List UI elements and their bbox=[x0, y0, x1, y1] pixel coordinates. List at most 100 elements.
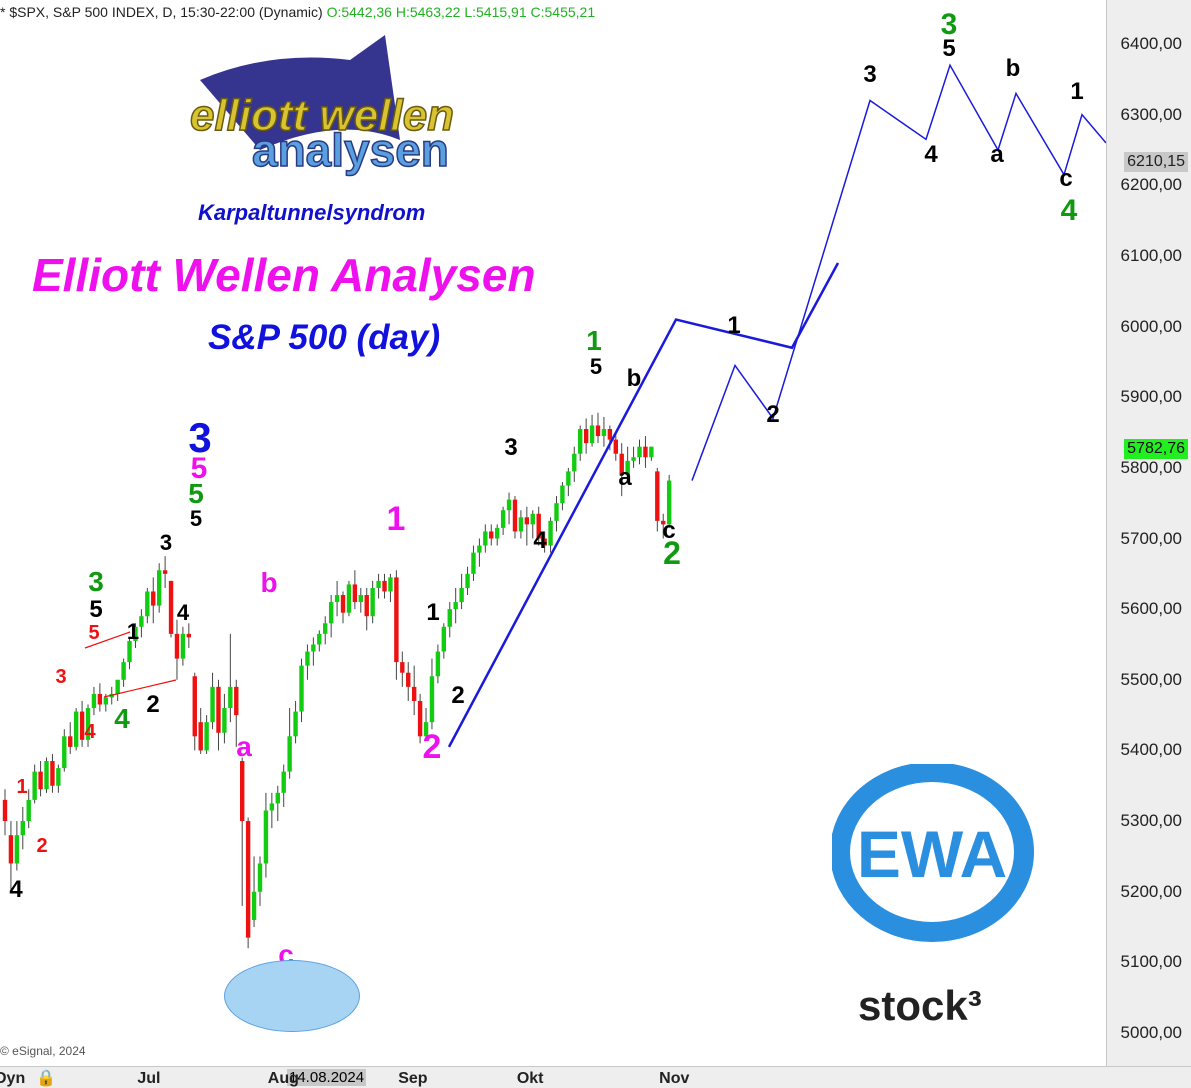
candle-body bbox=[601, 429, 607, 437]
candle-body bbox=[228, 686, 233, 709]
candle-body bbox=[216, 686, 221, 733]
wave-label: a bbox=[236, 731, 252, 762]
candle-body bbox=[156, 570, 162, 606]
candle-body bbox=[269, 803, 275, 811]
ewa-text: EWA bbox=[857, 817, 1007, 891]
candle-body bbox=[115, 679, 120, 694]
wave-label: 4 bbox=[1061, 194, 1078, 227]
candle-body bbox=[210, 686, 215, 723]
candle-body bbox=[85, 708, 91, 740]
line-price-tag: 6210,15 bbox=[1124, 152, 1188, 172]
candle-body bbox=[631, 457, 636, 461]
candle-body bbox=[619, 453, 624, 475]
candle-body bbox=[97, 693, 103, 705]
candle-body bbox=[91, 693, 97, 709]
wave-label: b bbox=[1006, 55, 1021, 82]
wave-label: 5 bbox=[191, 452, 208, 485]
wave-label: 3 bbox=[188, 414, 211, 461]
candle-body bbox=[388, 577, 393, 592]
candle-body bbox=[666, 480, 672, 525]
candle-body bbox=[127, 640, 132, 663]
price-tick-label: 5400,00 bbox=[1120, 740, 1182, 760]
wave-label: 5 bbox=[88, 622, 99, 644]
candle-body bbox=[56, 768, 61, 786]
wave-label: 4 bbox=[924, 141, 938, 168]
wave-label: 3 bbox=[55, 666, 66, 688]
candle-body bbox=[583, 429, 589, 444]
chart-area[interactable]: 42134553124345553bac412123415bac2123435a… bbox=[0, 0, 1106, 1066]
candle-body bbox=[2, 799, 8, 822]
candle-body bbox=[334, 595, 340, 603]
candle-body bbox=[358, 595, 363, 603]
candle-body bbox=[79, 711, 85, 740]
candle-body bbox=[524, 517, 530, 525]
candle-body bbox=[637, 446, 642, 458]
candle-body bbox=[305, 651, 310, 666]
candle-body bbox=[151, 591, 156, 606]
price-tick-label: 5600,00 bbox=[1120, 599, 1182, 619]
candle-body bbox=[145, 591, 150, 617]
chart-header: * $SPX, S&P 500 INDEX, D, 15:30-22:00 (D… bbox=[0, 4, 595, 20]
candle-body bbox=[352, 584, 358, 603]
trendline bbox=[84, 631, 131, 649]
candle-body bbox=[483, 531, 488, 546]
wave-label: 4 bbox=[533, 527, 547, 554]
candle-body bbox=[133, 626, 138, 641]
karpaltunnel-text: Karpaltunnelsyndrom bbox=[198, 200, 426, 225]
time-tick-label: Jul bbox=[137, 1070, 161, 1087]
candle-body bbox=[643, 446, 648, 458]
price-tick-label: 6000,00 bbox=[1120, 316, 1182, 336]
candle-body bbox=[103, 697, 109, 705]
candle-body bbox=[477, 545, 482, 553]
candle-body bbox=[198, 722, 203, 751]
projection-lines bbox=[84, 63, 1106, 748]
time-tick-label: Nov bbox=[659, 1070, 690, 1087]
candle-body bbox=[263, 810, 269, 864]
symbol-info: * $SPX, S&P 500 INDEX, D, 15:30-22:00 (D… bbox=[0, 4, 323, 20]
lock-icon[interactable]: 🔒 bbox=[36, 1070, 56, 1087]
price-tick-label: 6400,00 bbox=[1120, 34, 1182, 53]
wave-label: c bbox=[1059, 165, 1072, 192]
candle-body bbox=[613, 439, 618, 454]
watermark-title: Elliott Wellen Analysen bbox=[32, 249, 536, 301]
wave-label: 1 bbox=[387, 500, 406, 538]
watermark-subtitle: S&P 500 (day) bbox=[208, 318, 441, 357]
candle-body bbox=[222, 708, 227, 733]
wave-label: 2 bbox=[663, 535, 681, 571]
candle-body bbox=[328, 602, 334, 624]
wave-label: 2 bbox=[423, 728, 442, 766]
price-tick-label: 5900,00 bbox=[1120, 387, 1182, 407]
elliott-wellen-logo: elliott wellen analysen bbox=[189, 30, 490, 195]
wave-label: 5 bbox=[188, 478, 204, 509]
candle-body bbox=[26, 799, 31, 822]
candle-body bbox=[14, 835, 20, 864]
candle-body bbox=[423, 722, 429, 737]
wave-label: 4 bbox=[9, 876, 23, 903]
wave-label: b bbox=[260, 567, 277, 598]
candle-body bbox=[595, 425, 601, 437]
wave-label: 1 bbox=[727, 312, 740, 339]
wave-label: 5 bbox=[942, 35, 955, 62]
candle-body bbox=[293, 711, 298, 737]
candle-body bbox=[518, 517, 524, 532]
channel-line bbox=[447, 262, 840, 748]
time-tick-label: Sep bbox=[398, 1070, 428, 1087]
candle-body bbox=[661, 520, 666, 525]
candle-body bbox=[542, 538, 547, 546]
time-axis[interactable]: 🔒 14.08.2024 Dyn Jul Aug Sep Okt Nov bbox=[0, 1066, 1191, 1088]
candle-body bbox=[50, 761, 55, 786]
candle-body bbox=[192, 676, 197, 737]
price-tick-label: 5300,00 bbox=[1120, 811, 1182, 831]
wave-4-highlight bbox=[224, 960, 360, 1032]
price-axis[interactable]: 6400,00 6300,00 6200,00 6100,00 6000,00 5900,… bbox=[1106, 0, 1191, 1066]
price-chart[interactable]: 42134553124345553bac412123415bac2123435a… bbox=[0, 0, 1106, 1066]
candle-body bbox=[655, 471, 660, 521]
candle-body bbox=[400, 662, 405, 673]
candle-body bbox=[536, 513, 541, 539]
ewa-logo: EWA bbox=[830, 762, 1044, 944]
stock3-logo: stock³ bbox=[858, 982, 982, 1029]
candle-body bbox=[578, 429, 583, 454]
wave-label: 1 bbox=[1070, 78, 1083, 105]
candle-body bbox=[453, 602, 458, 610]
crosshair-date-tag: 14.08.2024 bbox=[287, 1069, 367, 1086]
